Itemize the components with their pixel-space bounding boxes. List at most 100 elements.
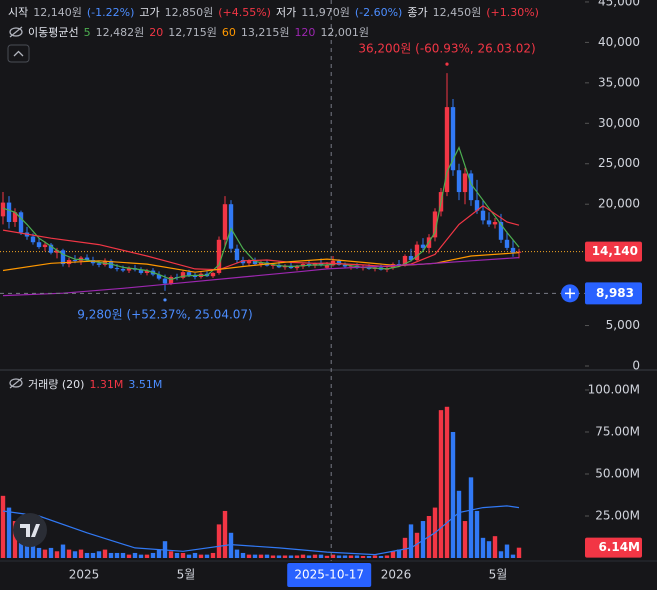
candle-body: [294, 266, 300, 269]
volume-bar: [252, 554, 258, 558]
candle-body: [156, 274, 162, 279]
volume-bar: [66, 549, 72, 558]
volume-bar: [456, 490, 462, 558]
candle-body: [462, 173, 468, 193]
ma-value: 12,482원: [95, 26, 145, 39]
volume-bar: [6, 507, 12, 558]
candle-body: [96, 263, 102, 265]
volume-bar: [480, 537, 486, 558]
ma-period: 60: [221, 25, 236, 39]
extreme-dot: [163, 298, 167, 302]
volume-bar: [366, 555, 372, 558]
volume-bar: [114, 552, 120, 558]
ohlc-value: 12,140원: [33, 6, 82, 19]
candle-body: [246, 260, 252, 264]
y-tick-label: 40,000: [598, 35, 640, 49]
candle-body: [228, 204, 234, 249]
volume-bar: [444, 406, 450, 558]
ma-period: 5: [83, 25, 91, 39]
volume-bar: [336, 555, 342, 558]
volume-bar: [30, 544, 36, 558]
last-price-tag: [585, 241, 642, 262]
volume-bar: [132, 552, 138, 558]
volume-bar: [222, 510, 228, 558]
candle-body: [186, 272, 192, 276]
last-volume-tag: [585, 537, 642, 558]
candle-body: [84, 257, 90, 261]
ma-legend-title: 이동평균선: [28, 26, 79, 39]
volume-bar: [390, 551, 396, 558]
candle-body: [60, 250, 66, 265]
volume-bar: [276, 555, 282, 558]
volume-bar: [96, 551, 102, 558]
button-chevron: [13, 50, 24, 57]
candle-body: [414, 244, 420, 261]
candle-body: [234, 248, 240, 261]
candle-body: [18, 212, 24, 233]
hide-icon[interactable]: [9, 26, 23, 38]
volume-bar: [384, 555, 390, 558]
volume-legend-value: 3.51M: [128, 377, 163, 391]
volume-bar: [474, 510, 480, 558]
volume-bar: [324, 555, 330, 558]
ohlc-value: 11,970원: [301, 6, 350, 19]
volume-bar: [378, 555, 384, 558]
volume-bar: [498, 551, 504, 558]
candle-body: [342, 264, 348, 267]
candle-body: [114, 268, 120, 270]
volume-bar: [72, 551, 78, 558]
volume-bar: [48, 547, 54, 558]
ohlc-change: (+1.30%): [486, 5, 539, 19]
candle-body: [180, 272, 186, 278]
volume-bar: [288, 555, 294, 558]
volume-bar: [90, 552, 96, 558]
volume-hide-icon[interactable]: [9, 377, 23, 389]
volume-bar: [168, 551, 174, 558]
volume-bar: [294, 555, 300, 558]
ohlc-legend: 시작 12,140원 (-1.22%) 고가 12,850원 (+4.55%) 저가 11,9…: [8, 4, 539, 20]
volume-legend-value: 1.31M: [89, 377, 124, 391]
ma-period: 20: [149, 25, 164, 39]
logo-mark: [20, 524, 40, 537]
volume-bar: [462, 521, 468, 558]
candle-body: [516, 251, 522, 253]
candle-body: [252, 260, 258, 265]
candle-body: [498, 221, 504, 240]
volume-bar: [126, 554, 132, 558]
volume-bar: [342, 555, 348, 558]
candle-body: [444, 107, 450, 193]
volume-bar: [306, 555, 312, 558]
ma-legend: 이동평균선 5 12,482원 20 12,715원 60 13,215원 120 12,001…: [28, 24, 369, 40]
volume-bar: [36, 547, 42, 558]
collapse-button[interactable]: [7, 44, 30, 63]
candle-body: [258, 262, 264, 265]
y-tick-label: 75.00M: [595, 424, 640, 438]
ohlc-label: 종가: [407, 6, 428, 19]
volume-bar: [204, 554, 210, 558]
x-tick-label: 2026: [381, 568, 412, 582]
volume-bar: [246, 554, 252, 558]
volume-bar: [42, 549, 48, 558]
ohlc-change: (-2.60%): [354, 5, 403, 19]
candle-body: [480, 210, 486, 221]
candle-body: [408, 255, 414, 261]
candle-body: [192, 275, 198, 278]
y-tick-label: 45,000: [598, 0, 640, 8]
volume-bar: [0, 495, 6, 558]
candle-body: [420, 244, 426, 248]
volume-bar: [54, 551, 60, 558]
icon-slash: [9, 26, 23, 38]
y-tick-label: 25.00M: [595, 508, 640, 522]
volume-bar: [258, 554, 264, 558]
ma-value: 13,215원: [240, 26, 290, 39]
last-price-label: 14,140: [592, 244, 638, 258]
candle-body: [222, 204, 228, 240]
volume-bar: [270, 555, 276, 558]
volume-legend: 거래량 (20) 1.31M 3.51M: [28, 376, 162, 392]
extreme-dot: [445, 62, 449, 66]
volume-bar: [414, 532, 420, 558]
volume-bar: [396, 549, 402, 558]
x-tick-label: 2025: [69, 568, 100, 582]
volume-bar: [84, 552, 90, 558]
y-tick-label: 30,000: [598, 116, 640, 130]
